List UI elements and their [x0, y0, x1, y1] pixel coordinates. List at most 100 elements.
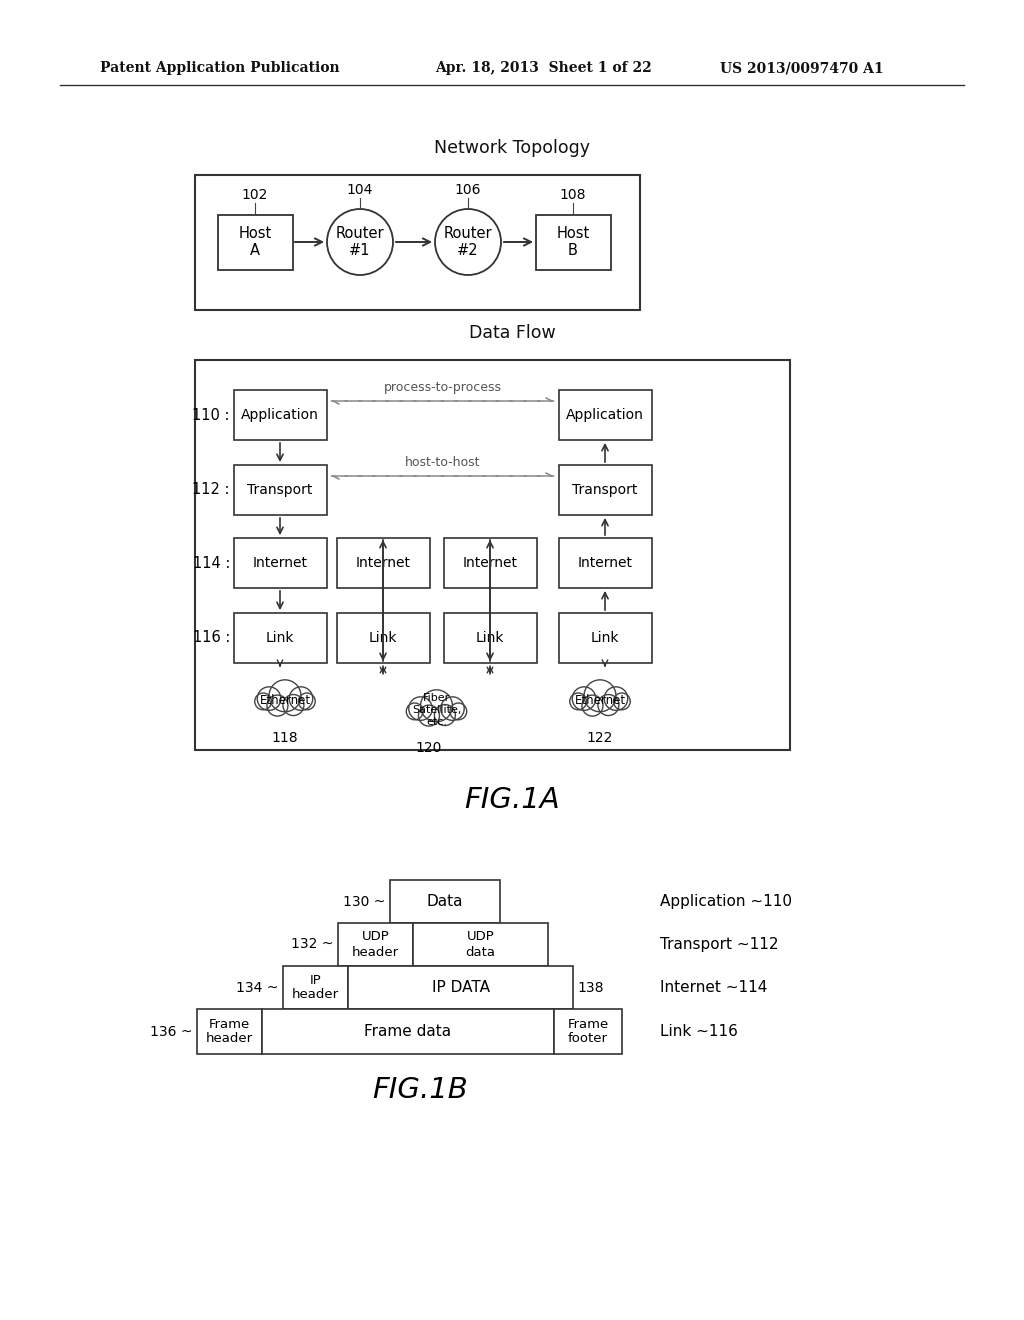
Text: 118: 118 — [271, 731, 298, 744]
Text: Link ∼116: Link ∼116 — [660, 1024, 738, 1039]
Circle shape — [269, 680, 301, 711]
Text: Patent Application Publication: Patent Application Publication — [100, 61, 340, 75]
Bar — [197, 1008, 262, 1053]
Text: FIG.1A: FIG.1A — [464, 785, 560, 814]
Text: IP
header: IP header — [292, 974, 339, 1002]
Circle shape — [572, 686, 596, 710]
Text: 136 ~: 136 ~ — [150, 1024, 193, 1039]
Circle shape — [584, 680, 616, 711]
Bar — [337, 612, 429, 663]
Text: Link: Link — [476, 631, 504, 645]
Bar — [233, 539, 327, 587]
Text: 116 :: 116 : — [193, 631, 230, 645]
Bar — [233, 612, 327, 663]
Text: Link: Link — [369, 631, 397, 645]
Text: Link: Link — [591, 631, 620, 645]
Text: 108: 108 — [560, 187, 587, 202]
Bar — [195, 176, 640, 310]
Text: 114 :: 114 : — [193, 556, 230, 570]
Bar — [217, 214, 293, 269]
Bar — [233, 465, 327, 515]
Text: Ethernet: Ethernet — [574, 693, 626, 706]
Text: 112 :: 112 : — [193, 483, 230, 498]
Text: Transport ∼112: Transport ∼112 — [660, 937, 778, 952]
Text: Internet: Internet — [578, 556, 633, 570]
Bar — [413, 923, 548, 966]
Text: Internet: Internet — [463, 556, 517, 570]
Bar — [195, 360, 790, 750]
Text: 132 ~: 132 ~ — [291, 937, 333, 952]
Text: Router
#1: Router #1 — [336, 226, 384, 259]
Text: Host
B: Host B — [556, 226, 590, 259]
Text: 110 :: 110 : — [193, 408, 230, 422]
Text: US 2013/0097470 A1: US 2013/0097470 A1 — [720, 61, 884, 75]
Text: 138: 138 — [577, 981, 603, 994]
Circle shape — [598, 694, 618, 715]
Circle shape — [298, 693, 315, 710]
Text: host-to-host: host-to-host — [404, 457, 480, 470]
Bar — [558, 389, 651, 440]
Circle shape — [569, 693, 587, 710]
Circle shape — [289, 686, 312, 710]
Bar — [536, 214, 610, 269]
Text: Frame
header: Frame header — [206, 1018, 253, 1045]
Bar — [443, 539, 537, 587]
Bar — [554, 1008, 622, 1053]
Text: 130 ~: 130 ~ — [343, 895, 385, 908]
Bar — [390, 880, 500, 923]
Bar — [233, 389, 327, 440]
Circle shape — [421, 690, 453, 722]
Circle shape — [283, 694, 304, 715]
Bar — [283, 966, 348, 1008]
Text: UDP
header: UDP header — [352, 931, 399, 958]
Circle shape — [409, 697, 432, 721]
Circle shape — [267, 696, 288, 715]
Circle shape — [613, 693, 630, 710]
Bar — [338, 923, 413, 966]
Circle shape — [604, 686, 628, 710]
Text: Router
#2: Router #2 — [443, 226, 493, 259]
Text: Application ∼110: Application ∼110 — [660, 894, 792, 909]
Text: 106: 106 — [455, 183, 481, 197]
Circle shape — [327, 209, 393, 275]
Text: 134 ~: 134 ~ — [236, 981, 278, 994]
Text: Frame
footer: Frame footer — [567, 1018, 608, 1045]
Circle shape — [450, 704, 467, 719]
Text: UDP
data: UDP data — [466, 931, 496, 958]
Circle shape — [255, 693, 271, 710]
Circle shape — [582, 696, 603, 715]
Text: Application: Application — [566, 408, 644, 422]
Text: IP DATA: IP DATA — [431, 979, 489, 995]
Text: process-to-process: process-to-process — [384, 380, 502, 393]
Bar — [558, 465, 651, 515]
Circle shape — [434, 705, 456, 726]
Text: 122: 122 — [587, 731, 613, 744]
Text: Frame data: Frame data — [365, 1024, 452, 1039]
Text: Host
A: Host A — [239, 226, 271, 259]
Text: Data Flow: Data Flow — [469, 323, 555, 342]
Text: Link: Link — [266, 631, 294, 645]
Text: Internet: Internet — [253, 556, 307, 570]
Text: Apr. 18, 2013  Sheet 1 of 22: Apr. 18, 2013 Sheet 1 of 22 — [435, 61, 651, 75]
Text: 102: 102 — [242, 187, 268, 202]
Circle shape — [257, 686, 281, 710]
Bar — [262, 1008, 554, 1053]
Text: Transport: Transport — [572, 483, 638, 498]
Text: 104: 104 — [347, 183, 373, 197]
Text: Data: Data — [427, 894, 463, 909]
Bar — [337, 539, 429, 587]
Text: Fiber
Satellite,
etc.: Fiber Satellite, etc. — [412, 693, 461, 726]
Text: Transport: Transport — [248, 483, 312, 498]
Text: Ethernet: Ethernet — [259, 693, 310, 706]
Circle shape — [419, 705, 439, 726]
Bar — [443, 612, 537, 663]
Text: 120: 120 — [416, 741, 441, 755]
Circle shape — [440, 697, 464, 721]
Bar — [558, 612, 651, 663]
Bar — [348, 966, 573, 1008]
Bar — [558, 539, 651, 587]
Text: Network Topology: Network Topology — [434, 139, 590, 157]
Text: Application: Application — [241, 408, 318, 422]
Circle shape — [407, 704, 423, 719]
Text: FIG.1B: FIG.1B — [372, 1076, 468, 1104]
